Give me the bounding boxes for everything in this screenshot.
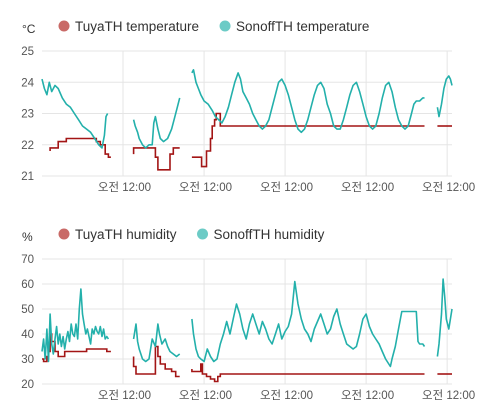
y-tick-label: 21	[21, 171, 34, 183]
y-tick-label: 22	[21, 140, 34, 152]
tuya-series-line[interactable]	[191, 363, 425, 383]
x-tick-label: 오전 12:00	[341, 389, 394, 402]
sonoff-series-line[interactable]	[191, 69, 425, 134]
y-tick-label: 23	[21, 109, 34, 121]
tuya-series-line[interactable]	[132, 147, 180, 171]
x-tick-label: 오전 12:00	[260, 389, 313, 402]
x-tick-label: 오전 12:00	[98, 389, 151, 402]
y-tick-label: 50	[21, 304, 34, 316]
y-unit-label: °C	[22, 22, 36, 36]
legend-label: TuyaTH humidity	[75, 227, 177, 242]
x-tick-label: 오전 12:00	[98, 181, 151, 194]
legend-swatch	[197, 228, 209, 240]
y-unit-label: %	[22, 230, 33, 244]
y-tick-label: 20	[21, 379, 34, 391]
tuya-series-line[interactable]	[191, 112, 425, 168]
legend-swatch	[58, 228, 70, 240]
tuya-series-line[interactable]	[42, 333, 111, 363]
x-tick-label: 오전 12:00	[341, 181, 394, 194]
y-tick-label: 70	[21, 254, 34, 266]
x-tick-label: 오전 12:00	[260, 181, 313, 194]
legend-label: SonoffTH temperature	[236, 19, 369, 34]
tuya-series-line[interactable]	[132, 345, 180, 378]
x-tick-label: 오전 12:00	[179, 181, 232, 194]
sonoff-series-line[interactable]	[436, 278, 453, 357]
legend-item[interactable]: TuyaTH humidity	[58, 227, 177, 242]
legend-item[interactable]: TuyaTH temperature	[58, 19, 200, 34]
legend-label: TuyaTH temperature	[75, 19, 199, 34]
y-tick-label: 30	[21, 354, 34, 366]
sonoff-series-line[interactable]	[41, 288, 110, 363]
x-tick-label: 오전 12:00	[179, 389, 232, 402]
humidity-chart: % TuyaTH humidity SonoffTH humidity 20 30 40 5…	[21, 227, 475, 402]
y-tick-label: 24	[21, 77, 34, 89]
sonoff-series-line[interactable]	[191, 280, 426, 368]
legend-item[interactable]: SonoffTH temperature	[219, 19, 370, 34]
y-tick-label: 40	[21, 329, 34, 341]
x-tick-label: 오전 12:00	[422, 389, 475, 402]
legend-label: SonoffTH humidity	[214, 227, 325, 242]
sonoff-series-line[interactable]	[436, 75, 453, 118]
temperature-chart: °C TuyaTH temperature SonoffTH temperature…	[21, 19, 475, 194]
sonoff-series-line[interactable]	[41, 78, 109, 149]
sonoff-series-line[interactable]	[132, 97, 181, 149]
legend-swatch	[58, 20, 70, 32]
sonoff-series-line[interactable]	[132, 323, 181, 363]
x-tick-label: 오전 12:00	[422, 181, 475, 194]
legend-swatch	[219, 20, 231, 32]
y-tick-label: 60	[21, 279, 34, 291]
legend-item[interactable]: SonoffTH humidity	[197, 227, 325, 242]
y-tick-label: 25	[21, 46, 34, 58]
